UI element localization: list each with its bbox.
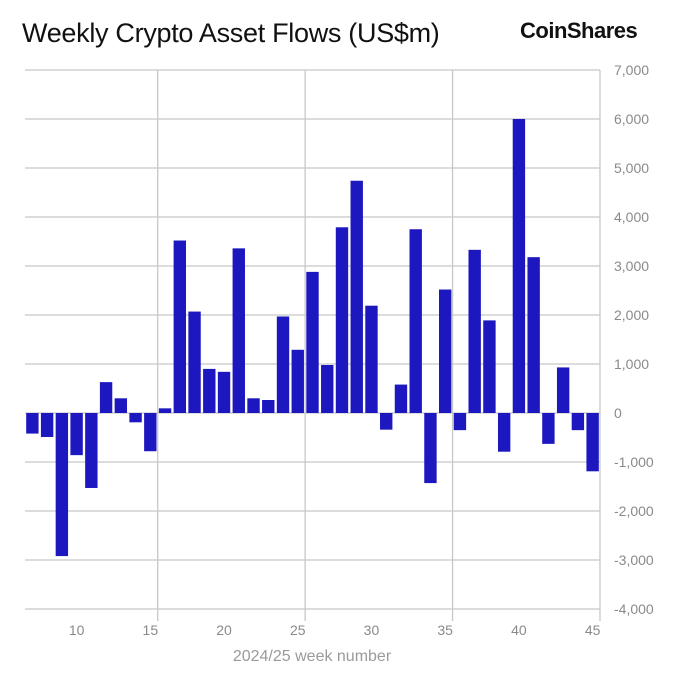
y-tick-label: 5,000 [614, 160, 649, 176]
x-tick-label: 30 [364, 622, 380, 638]
bar-week-11 [85, 413, 98, 488]
x-tick-label: 25 [290, 622, 306, 638]
bar-week-23 [262, 400, 275, 413]
bar-week-19 [203, 368, 216, 413]
y-tick-label: -3,000 [614, 552, 654, 568]
y-tick-label: 2,000 [614, 307, 649, 323]
x-tick-label: 45 [585, 622, 601, 638]
bar-week-33 [409, 229, 422, 413]
bar-week-38 [483, 320, 496, 413]
bar-week-40 [512, 119, 526, 413]
bar-week-45 [586, 413, 599, 472]
bar-week-31 [380, 413, 393, 430]
y-tick-label: 7,000 [614, 62, 649, 78]
bar-week-26 [306, 271, 319, 413]
y-tick-label: -2,000 [614, 503, 654, 519]
y-tick-label: 0 [614, 405, 622, 421]
bar-week-43 [556, 367, 570, 413]
y-tick-label: 3,000 [614, 258, 649, 274]
bar-week-20 [217, 371, 231, 413]
y-tick-label: 4,000 [614, 209, 649, 225]
bar-week-21 [232, 248, 245, 413]
x-tick-label: 20 [216, 622, 232, 638]
bar-week-30 [365, 305, 378, 413]
bar-week-8 [40, 413, 54, 438]
bar-week-14 [129, 413, 142, 423]
bar-week-17 [173, 240, 186, 413]
bar-week-34 [424, 413, 437, 484]
chart-title: Weekly Crypto Asset Flows (US$m) [22, 18, 440, 48]
bar-week-22 [247, 398, 260, 413]
bar-week-29 [350, 180, 363, 413]
bar-week-16 [158, 408, 172, 413]
y-tick-label: -4,000 [614, 601, 654, 617]
x-tick-label: 40 [511, 622, 527, 638]
bar-week-12 [99, 382, 113, 413]
bar-week-32 [394, 384, 408, 413]
bar-week-35 [439, 289, 452, 413]
bar-week-10 [70, 413, 83, 456]
bar-week-37 [468, 249, 481, 413]
x-tick-label: 10 [69, 622, 85, 638]
x-tick-label: 35 [437, 622, 453, 638]
bar-week-42 [542, 413, 555, 444]
y-tick-label: -1,000 [614, 454, 654, 470]
x-axis-label: 2024/25 week number [233, 648, 392, 665]
y-tick-label: 6,000 [614, 111, 649, 127]
y-tick-label: 1,000 [614, 356, 649, 372]
coinshares-logo: CoinShares [520, 18, 638, 43]
bar-week-7 [26, 413, 39, 434]
bar-week-41 [527, 257, 540, 413]
bar-week-27 [321, 364, 334, 413]
x-tick-label: 15 [143, 622, 159, 638]
bar-week-15 [144, 413, 157, 452]
bar-week-36 [453, 413, 467, 431]
bar-week-9 [55, 413, 69, 557]
bar-week-18 [188, 311, 201, 413]
bar-week-13 [114, 398, 128, 413]
bar-week-24 [276, 316, 290, 413]
bar-week-44 [571, 413, 585, 431]
bar-week-39 [497, 413, 511, 452]
bar-week-28 [335, 227, 349, 413]
bar-week-25 [291, 349, 304, 413]
